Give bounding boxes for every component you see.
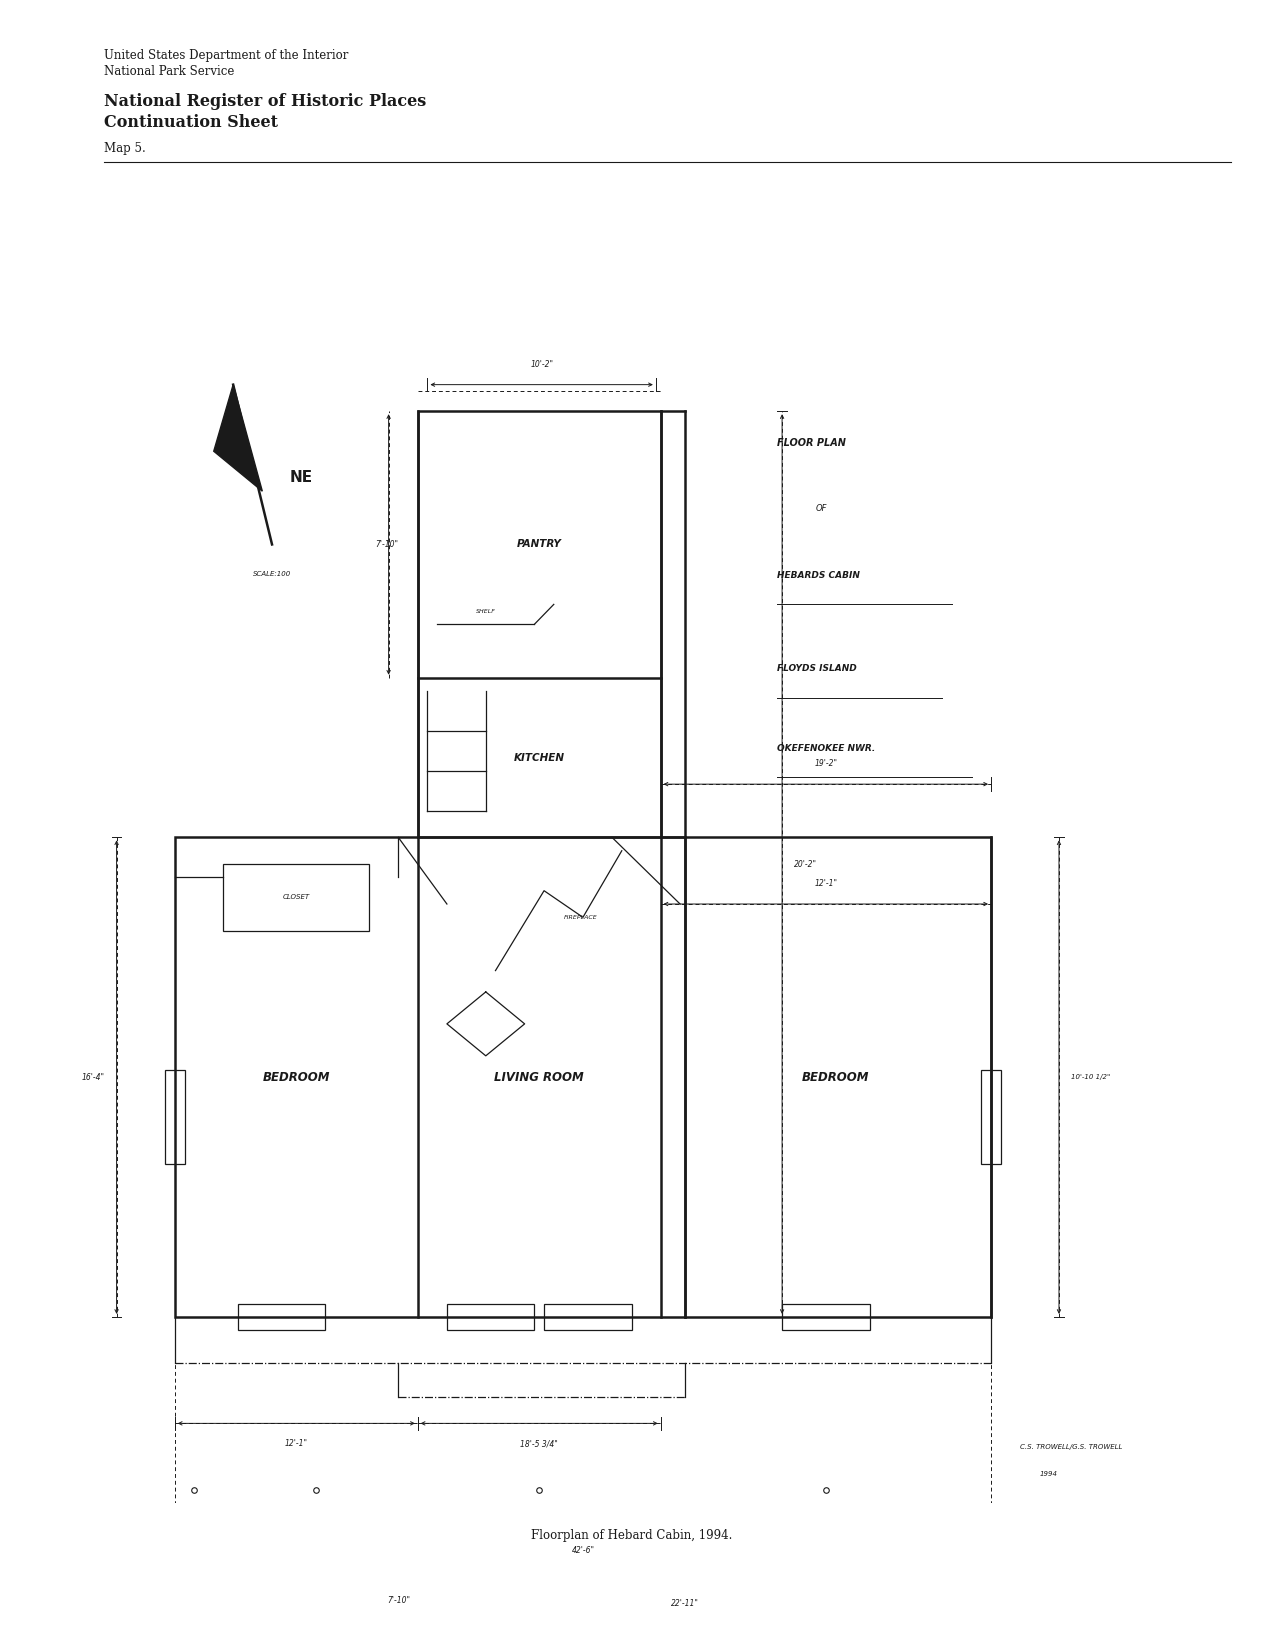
Bar (165, 1070, 184, 1163)
Text: 19'-2": 19'-2" (815, 760, 837, 768)
Text: Floorplan of Hebard Cabin, 1994.: Floorplan of Hebard Cabin, 1994. (530, 1529, 733, 1542)
Text: 10'-10 1/2": 10'-10 1/2" (1071, 1074, 1110, 1080)
Polygon shape (213, 384, 263, 492)
Text: 22'-11": 22'-11" (671, 1600, 698, 1608)
Bar (237, 1304, 326, 1330)
Text: NE: NE (289, 471, 313, 485)
Text: 7'-10": 7'-10" (375, 539, 398, 549)
Text: FIREPLACE: FIREPLACE (563, 915, 597, 920)
Text: Map 5.: Map 5. (104, 142, 145, 155)
Text: 16'-4": 16'-4" (82, 1072, 105, 1082)
Text: PANTRY: PANTRY (517, 539, 562, 549)
Bar (418, 412, 661, 838)
Text: CLOSET: CLOSET (283, 894, 309, 900)
Text: OKEFENOKEE NWR.: OKEFENOKEE NWR. (777, 743, 875, 753)
Text: 7'-10": 7'-10" (386, 1596, 409, 1606)
Bar (224, 864, 369, 931)
Text: HEBARDS CABIN: HEBARDS CABIN (777, 572, 860, 580)
Text: SCALE:100: SCALE:100 (253, 572, 292, 577)
Text: OF: OF (816, 505, 827, 513)
Text: United States Department of the Interior: United States Department of the Interior (104, 49, 347, 62)
Text: LIVING ROOM: LIVING ROOM (494, 1070, 584, 1083)
Text: KITCHEN: KITCHEN (514, 753, 565, 763)
Text: C.S. TROWELL/G.S. TROWELL: C.S. TROWELL/G.S. TROWELL (1021, 1444, 1123, 1449)
Text: FLOOR PLAN: FLOOR PLAN (777, 438, 846, 448)
Bar (544, 1304, 632, 1330)
Text: SHELF: SHELF (476, 609, 495, 614)
Bar (174, 838, 991, 1317)
Text: FLOYDS ISLAND: FLOYDS ISLAND (777, 665, 858, 673)
Text: 20'-2": 20'-2" (793, 859, 817, 869)
Text: National Register of Historic Places: National Register of Historic Places (104, 93, 426, 109)
Text: 18'-5 3/4": 18'-5 3/4" (520, 1440, 558, 1448)
Text: BEDROOM: BEDROOM (802, 1070, 869, 1083)
Text: 12'-1": 12'-1" (815, 879, 837, 887)
Text: 1994: 1994 (1039, 1471, 1057, 1477)
Text: BEDROOM: BEDROOM (263, 1070, 330, 1083)
Bar (782, 1304, 869, 1330)
Text: 42'-6": 42'-6" (571, 1546, 595, 1556)
Bar (981, 1070, 1000, 1163)
Bar (447, 1304, 534, 1330)
Text: 12'-1": 12'-1" (285, 1440, 308, 1448)
Text: 10'-2": 10'-2" (530, 359, 553, 369)
Text: Continuation Sheet: Continuation Sheet (104, 114, 278, 131)
Text: National Park Service: National Park Service (104, 65, 234, 78)
